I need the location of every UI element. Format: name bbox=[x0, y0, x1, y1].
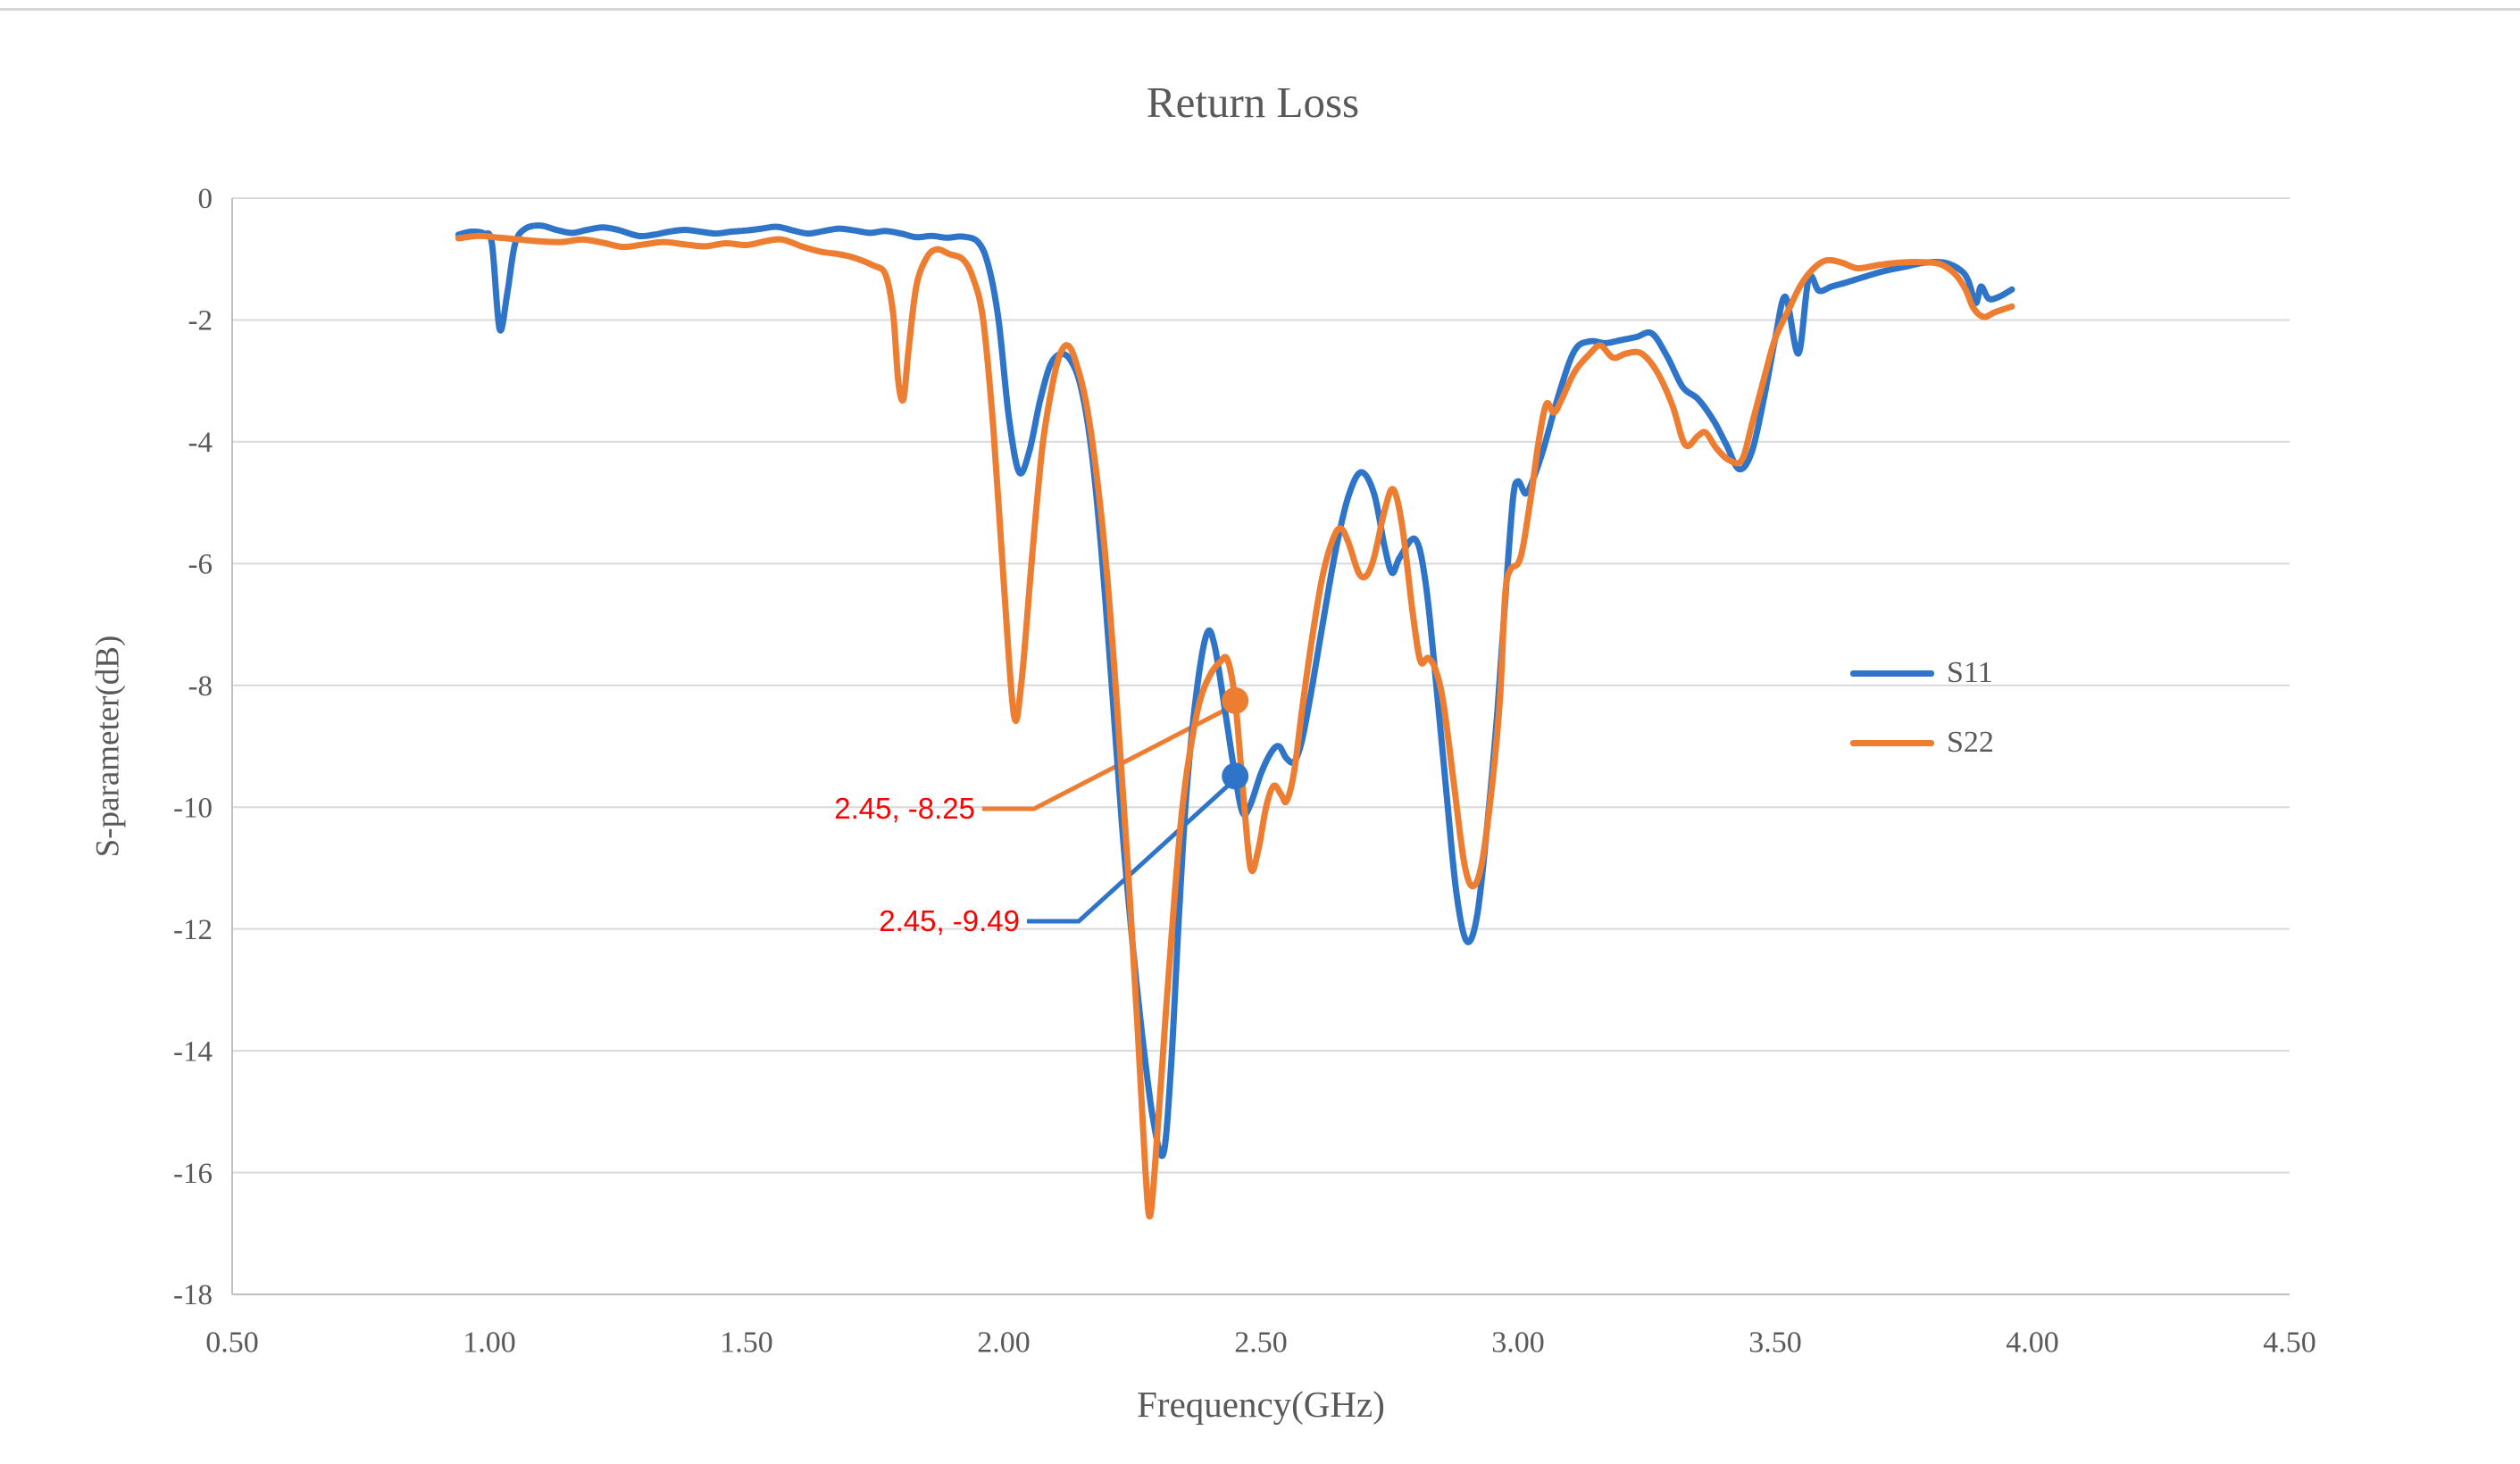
y-tick-label: -8 bbox=[188, 670, 213, 703]
y-tick-label: -6 bbox=[188, 549, 213, 581]
y-tick-label: -12 bbox=[173, 914, 213, 946]
s22-line-swatch bbox=[1850, 739, 1934, 746]
y-tick-label: -10 bbox=[173, 792, 213, 824]
x-tick-label: 2.50 bbox=[1234, 1327, 1288, 1360]
legend-label-s22: S22 bbox=[1947, 726, 1994, 759]
data-label-s22: 2.45, -8.25 bbox=[834, 792, 975, 825]
legend: S11 S22 bbox=[1850, 658, 1994, 758]
legend-label-s11: S11 bbox=[1947, 656, 1993, 689]
y-tick-label: -16 bbox=[173, 1158, 213, 1190]
y-axis-title: S-parameter(dB) bbox=[89, 635, 127, 858]
legend-item-s11: S11 bbox=[1850, 658, 1994, 688]
x-tick-label: 3.00 bbox=[1491, 1327, 1545, 1360]
y-tick-label: 0 bbox=[198, 183, 213, 215]
chart-title: Return Loss bbox=[1146, 78, 1360, 127]
page-top-divider bbox=[0, 8, 2520, 11]
data-label-s11: 2.45, -9.49 bbox=[879, 904, 1020, 937]
y-tick-label: -18 bbox=[173, 1279, 213, 1311]
x-axis-title: Frequency(GHz) bbox=[1137, 1384, 1385, 1425]
y-tick-label: -4 bbox=[188, 427, 213, 459]
y-tick-label: -14 bbox=[173, 1036, 213, 1068]
marker-s11 bbox=[1222, 762, 1249, 790]
marker-s22 bbox=[1222, 686, 1249, 714]
annotation-leader-line bbox=[982, 702, 1238, 811]
x-tick-label: 1.50 bbox=[720, 1327, 773, 1360]
series-line-s22 bbox=[455, 232, 2015, 1220]
x-tick-label: 2.00 bbox=[977, 1327, 1031, 1360]
legend-item-s22: S22 bbox=[1850, 728, 1994, 758]
y-tick-label: -2 bbox=[188, 305, 213, 337]
x-tick-label: 3.50 bbox=[1748, 1327, 1802, 1360]
x-tick-label: 0.50 bbox=[205, 1327, 259, 1360]
s11-line-swatch bbox=[1850, 670, 1934, 677]
x-tick-label: 4.50 bbox=[2263, 1327, 2316, 1360]
x-tick-label: 1.00 bbox=[463, 1327, 516, 1360]
x-tick-label: 4.00 bbox=[2006, 1327, 2059, 1360]
